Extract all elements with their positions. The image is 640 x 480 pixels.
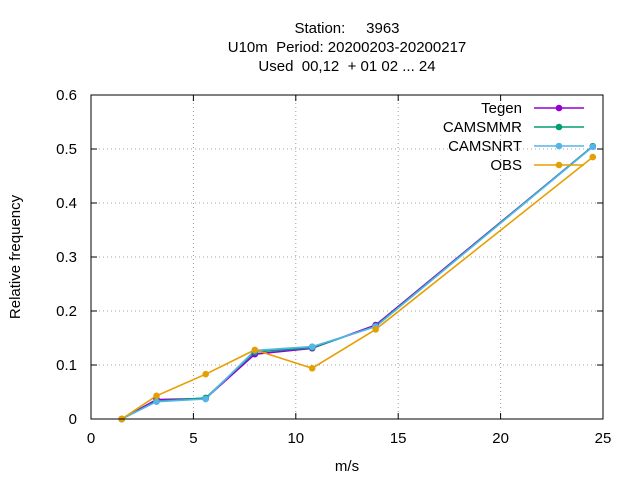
x-tick-label: 20 [492,430,509,447]
series-line-tegen [121,145,594,420]
title-line-2: U10m Period: 20200203-20200217 [228,39,467,56]
data-point-camsnrt [153,398,160,406]
legend-label: CAMSNRT [448,138,522,155]
x-tick-label: 15 [390,430,407,447]
y-tick-label: 0.5 [56,141,77,158]
data-point-camsnrt [308,343,316,350]
y-axis-label: Relative frequency [7,194,24,319]
title-line-3: Used 00,12 + 01 02 ... 24 [258,58,435,75]
y-tick-label: 0 [69,411,77,428]
legend-label: OBS [490,157,522,174]
y-tick-label: 0.3 [56,249,77,266]
legend: Tegen CAMSMMR CAMSNRT OBS [443,100,584,174]
y-tick-label: 0.4 [56,195,77,212]
series-line-camsmmr [121,145,594,420]
y-tick-label: 0.1 [56,357,77,374]
legend-marker [555,123,563,131]
x-tick-label: 0 [87,430,95,447]
y-tick-label: 0.2 [56,303,77,320]
legend-marker [555,142,563,150]
data-point-obs [308,364,316,372]
data-point-obs [372,326,379,333]
data-point-obs [251,346,259,354]
series-points [118,143,597,423]
legend-marker [555,104,563,112]
legend-marker [555,161,563,169]
series-line-obs [121,156,594,420]
series-lines [121,145,594,420]
x-tick-label: 10 [287,430,304,447]
data-point-obs [153,392,160,400]
data-point-camsnrt [589,143,597,151]
series-line-camsnrt [121,146,594,420]
chart-title: Station: 3963 U10m Period: 20200203-2020… [228,20,467,75]
x-tick-label: 25 [595,430,612,447]
legend-label: Tegen [481,100,522,117]
grid [91,95,603,419]
x-tick-label: 5 [189,430,197,447]
y-axis-ticks: 0 0.1 0.2 0.3 0.4 0.5 0.6 [56,87,603,428]
legend-label: CAMSMMR [443,119,522,136]
data-point-obs [589,153,597,161]
data-point-camsnrt [202,395,209,403]
title-line-1: Station: 3963 [294,20,399,37]
data-point-obs [202,370,209,378]
x-axis-label: m/s [335,458,359,475]
x-axis-ticks: 0 5 10 15 20 25 [87,95,612,447]
y-tick-label: 0.6 [56,87,77,104]
